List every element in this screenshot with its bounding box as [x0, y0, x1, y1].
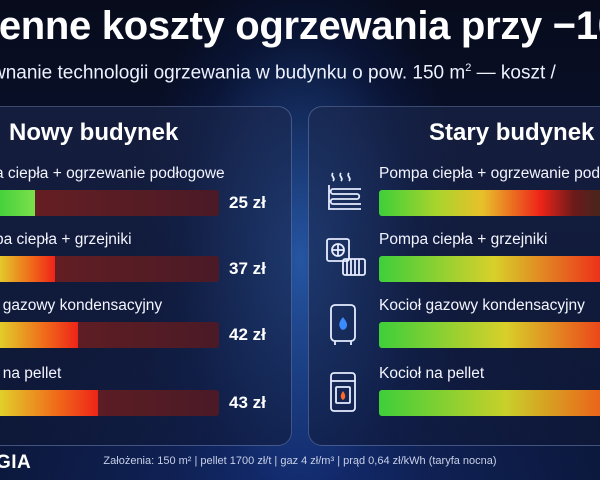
old-building-category-label: Kocioł gazowy kondensacyjny: [379, 297, 585, 314]
subtitle-superscript: 2: [465, 62, 472, 74]
old-building-category-label: Pompa ciepła + grzejniki: [379, 231, 548, 248]
subtitle-text: wnanie technologii ogrzewania w budynku …: [0, 62, 466, 84]
new-building-bar-track: [0, 190, 219, 216]
new-building-title: Nowy budynek: [9, 119, 179, 146]
old-building-bar: [379, 322, 600, 348]
subtitle-tail: — koszt /: [471, 62, 556, 84]
new-building-panel: Nowy budynek a ciepła + ogrzewanie podło…: [0, 106, 292, 446]
new-building-bar: [0, 256, 56, 282]
old-building-bar: [379, 390, 600, 416]
old-building-category-label: Kocioł na pellet: [379, 365, 485, 382]
new-building-category-label: pa ciepła + grzejniki: [0, 231, 132, 248]
page-title: ienne koszty ogrzewania przy −10: [0, 4, 600, 48]
new-building-value-label: 37 zł: [229, 259, 266, 278]
underfloor-heating-icon: [325, 169, 365, 218]
page-subtitle: wnanie technologii ogrzewania w budynku …: [0, 62, 600, 84]
new-building-category-label: a ciepła + ogrzewanie podłogowe: [0, 165, 225, 182]
new-building-category-label: ł na pellet: [0, 365, 62, 382]
new-building-bar: [0, 322, 78, 348]
heat-pump-radiator-icon: [325, 235, 369, 284]
old-building-panel: Stary budynek Pompa ciepła + ogrzewanie …: [308, 106, 600, 446]
pellet-boiler-icon: [325, 369, 361, 420]
old-building-bar: [379, 256, 600, 282]
new-building-value-label: 43 zł: [229, 393, 266, 412]
old-building-title: Stary budynek: [429, 119, 595, 146]
new-building-bar: [0, 390, 99, 416]
new-building-value-label: 25 zł: [229, 193, 266, 212]
old-building-bar: [379, 190, 600, 216]
new-building-bar-track: [0, 390, 219, 416]
new-building-value-label: 42 zł: [229, 325, 266, 344]
new-building-bar-track: [0, 256, 219, 282]
new-building-bar: [0, 190, 36, 216]
new-building-bar-track: [0, 322, 219, 348]
footer-assumptions: Założenia: 150 m² | pellet 1700 zł/t | g…: [103, 455, 497, 467]
brand-logo: GIA: [0, 452, 32, 473]
gas-boiler-icon: [325, 301, 361, 352]
old-building-category-label: Pompa ciepła + ogrzewanie podłog: [379, 165, 600, 182]
new-building-category-label: ł gazowy kondensacyjny: [0, 297, 163, 314]
